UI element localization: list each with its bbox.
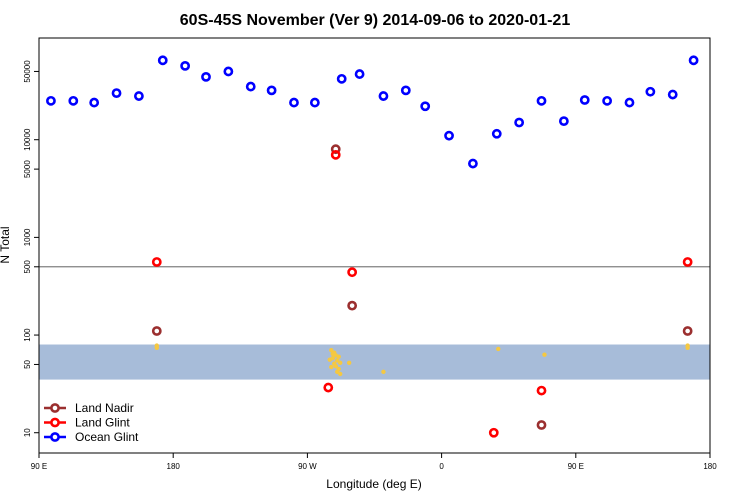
y-tick-label: 10 (23, 428, 32, 437)
y-tick-label: 5000 (23, 160, 32, 178)
land-glint-point (330, 149, 341, 160)
land-mark (329, 364, 334, 370)
land-mark (336, 354, 341, 359)
ocean-glint-point (111, 88, 122, 99)
y-tick-label: 500 (23, 260, 32, 274)
land-band (39, 344, 710, 380)
ocean-glint-point (420, 101, 431, 112)
land-marks (154, 343, 690, 377)
ocean-glint-point (134, 91, 144, 101)
ocean-glint-point (266, 85, 277, 96)
land-nadir-point (151, 326, 162, 336)
land-mark (496, 346, 501, 352)
land-mark (327, 357, 332, 362)
ocean-glint-point (514, 117, 525, 128)
ocean-glint-point (645, 86, 656, 97)
land-mark (329, 347, 334, 353)
ocean-glint-point (667, 89, 678, 100)
ocean-glint-point (378, 91, 389, 101)
y-axis-label: N Total (0, 226, 12, 263)
ocean-glint-point (624, 97, 635, 108)
ocean-glint-point (354, 69, 365, 79)
x-axis-label: Longitude (deg E) (326, 477, 421, 491)
land-mark (333, 363, 338, 369)
land-nadir-point (682, 326, 693, 336)
x-tick-label: 0 (439, 462, 444, 471)
legend-marker-land-nadir (50, 403, 60, 413)
ocean-glint-point (444, 130, 454, 141)
land-mark (330, 351, 335, 357)
x-tick-label: 180 (167, 462, 181, 471)
land-mark (338, 371, 343, 377)
x-axis: 90 E 180 90 W 0 90 E 180 (31, 453, 717, 471)
ocean-glint-point (579, 95, 590, 105)
ocean-glint-point (46, 95, 56, 106)
ocean-glint-point (688, 55, 699, 66)
ocean-glint-point (309, 97, 320, 108)
series-layer (46, 55, 699, 438)
land-mark (381, 369, 386, 375)
ocean-glint-point (201, 71, 211, 82)
x-tick-label: 90 E (31, 462, 47, 471)
legend-label-ocean-glint: Ocean Glint (75, 430, 139, 444)
land-glint-point (323, 382, 334, 393)
y-tick-label: 1000 (23, 228, 32, 246)
y-tick-label: 50 (23, 359, 32, 368)
x-tick-label: 180 (703, 462, 717, 471)
legend-marker-ocean-glint (50, 432, 60, 442)
ocean-glint-point (289, 97, 299, 108)
ocean-glint-point (468, 158, 478, 169)
land-glint-point (488, 427, 499, 438)
ocean-glint-point (536, 95, 547, 106)
chart-title: 60S-45S November (Ver 9) 2014-09-06 to 2… (180, 12, 571, 29)
land-glint-point (347, 267, 358, 278)
ocean-glint-point (602, 95, 613, 106)
land-mark (685, 345, 690, 351)
plot-area (38, 37, 711, 454)
y-tick-label: 10000 (23, 128, 32, 151)
x-tick-label: 90 W (298, 462, 317, 471)
land-mark (338, 360, 343, 365)
ocean-glint-point (245, 81, 256, 92)
y-tick-label: 50000 (23, 60, 32, 83)
legend-label-land-glint: Land Glint (75, 416, 130, 430)
land-glint-point (151, 257, 162, 267)
land-glint-point (536, 385, 547, 396)
plot-frame (38, 37, 711, 454)
legend-marker-land-glint (50, 417, 60, 428)
ocean-glint-point (157, 55, 168, 66)
legend-label-land-nadir: Land Nadir (75, 401, 134, 415)
ocean-glint-point (336, 73, 347, 84)
land-mark (335, 358, 340, 363)
land-nadir-point (330, 144, 341, 155)
ocean-glint-point (223, 66, 234, 77)
land-mark (542, 352, 547, 357)
ocean-glint-point (68, 95, 79, 106)
land-glint-point (682, 257, 693, 267)
ocean-glint-point (89, 97, 100, 108)
ocean-glint-point (558, 116, 569, 127)
ocean-glint-point (400, 85, 411, 96)
land-nadir-point (347, 300, 358, 311)
ocean-glint-point (491, 128, 502, 139)
x-tick-label: 90 E (568, 462, 584, 471)
ocean-glint-point (180, 60, 191, 71)
land-nadir-point (536, 420, 547, 430)
land-mark (154, 345, 159, 351)
land-mark (346, 360, 352, 365)
y-axis: 10 50 100 500 1000 5000 10000 50000 (23, 60, 39, 437)
y-tick-label: 100 (23, 328, 32, 342)
